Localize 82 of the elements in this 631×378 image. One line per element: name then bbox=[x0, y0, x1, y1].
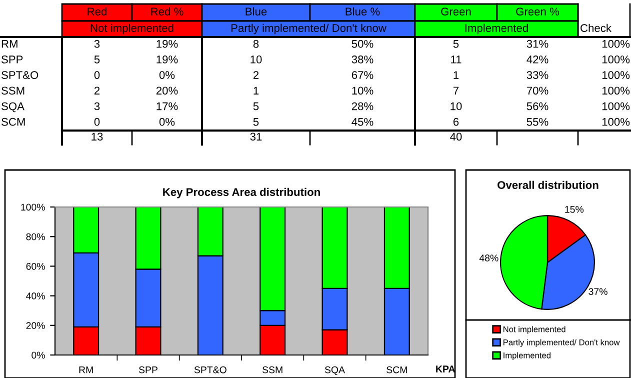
text: 42% bbox=[526, 56, 548, 64]
text: 100% bbox=[602, 71, 630, 79]
text: 40 bbox=[450, 132, 462, 141]
x-tick-label: SPT&O bbox=[194, 366, 226, 374]
text: 10 bbox=[250, 56, 262, 64]
text: 50% bbox=[352, 40, 374, 48]
text: 10 bbox=[450, 102, 462, 110]
data-label: 15% bbox=[565, 206, 584, 213]
category-label: Blue bbox=[246, 7, 267, 16]
text: Not implemented bbox=[90, 24, 174, 34]
text: 0% bbox=[159, 118, 175, 126]
text: 3 bbox=[94, 102, 100, 110]
text: 19% bbox=[156, 40, 178, 48]
category-label: Red bbox=[88, 7, 106, 16]
text: 67% bbox=[352, 71, 374, 79]
text: 5 bbox=[94, 56, 100, 64]
y-tick-label: 80% bbox=[26, 233, 45, 240]
text: 1 bbox=[454, 71, 459, 79]
chart-title: Overall distribution bbox=[498, 180, 598, 189]
x-tick-label: SQA bbox=[324, 366, 345, 375]
x-axis-title: KPA bbox=[436, 366, 456, 372]
data-label: 48% bbox=[479, 254, 498, 262]
text: 31 bbox=[250, 132, 262, 141]
text: 56% bbox=[526, 102, 548, 110]
y-tick-label: 0% bbox=[32, 352, 45, 359]
category-label: Green bbox=[441, 8, 471, 16]
text: 0% bbox=[159, 71, 175, 79]
category-label: Blue % bbox=[346, 7, 380, 16]
text: 5 bbox=[253, 118, 259, 126]
text: 13 bbox=[92, 132, 103, 141]
text: 5 bbox=[453, 40, 459, 48]
text: 31% bbox=[526, 40, 548, 48]
text: 7 bbox=[453, 86, 459, 94]
text: 2 bbox=[253, 71, 259, 79]
text: 70% bbox=[526, 86, 548, 95]
text: 8 bbox=[253, 40, 259, 48]
text: 100% bbox=[602, 40, 630, 48]
category-label: RM bbox=[2, 40, 18, 48]
legend-label: Partly implemented/ Don't know bbox=[504, 339, 620, 347]
data-label: 37% bbox=[588, 288, 608, 295]
text: 55% bbox=[526, 118, 548, 126]
text: 20% bbox=[156, 86, 178, 95]
y-tick-label: 60% bbox=[26, 262, 45, 270]
text: 100% bbox=[602, 102, 630, 110]
text: 45% bbox=[352, 118, 374, 126]
text: 38% bbox=[352, 56, 374, 64]
legend-label: Implemented bbox=[504, 352, 550, 360]
text: 17% bbox=[156, 102, 178, 110]
category-label: SSM bbox=[2, 86, 24, 95]
category-label: SCM bbox=[2, 118, 25, 126]
chart-title: Key Process Area distribution bbox=[163, 188, 320, 198]
text: Check bbox=[580, 24, 612, 32]
text: 100% bbox=[602, 56, 630, 64]
text: 19% bbox=[156, 56, 178, 64]
text: 11 bbox=[451, 56, 462, 64]
x-tick-label: SPP bbox=[138, 366, 158, 374]
text: 100% bbox=[602, 86, 630, 95]
x-tick-label: SSM bbox=[262, 366, 282, 374]
text: 5 bbox=[253, 102, 259, 110]
category-label: SPT&O bbox=[2, 71, 38, 79]
y-tick-label: 100% bbox=[21, 204, 45, 211]
text: Partly implemented/ Don't know bbox=[231, 24, 386, 34]
text: 6 bbox=[453, 118, 459, 126]
text: Implemented bbox=[465, 24, 528, 34]
x-tick-label: SCM bbox=[386, 366, 407, 374]
x-tick-label: RM bbox=[79, 366, 93, 374]
text: 100% bbox=[602, 118, 630, 126]
category-label: Green % bbox=[516, 8, 560, 16]
text: 33% bbox=[526, 71, 548, 79]
y-tick-label: 20% bbox=[26, 322, 45, 330]
text: 0 bbox=[94, 71, 100, 79]
legend-label: Not implemented bbox=[504, 326, 566, 334]
category-label: Red % bbox=[151, 7, 184, 16]
text: 0 bbox=[94, 118, 100, 126]
category-label: SQA bbox=[2, 102, 24, 112]
text: 28% bbox=[352, 102, 374, 110]
y-tick-label: 40% bbox=[26, 292, 45, 300]
category-label: SPP bbox=[2, 56, 23, 64]
text: 2 bbox=[94, 86, 100, 94]
text: 3 bbox=[94, 40, 100, 48]
text: 10% bbox=[352, 86, 374, 95]
text: 1 bbox=[254, 86, 259, 94]
